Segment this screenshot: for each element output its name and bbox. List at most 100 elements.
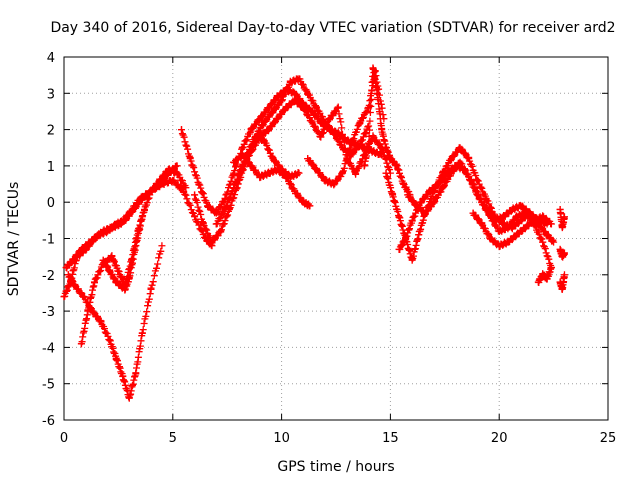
data-point	[325, 115, 333, 123]
data-point	[212, 220, 220, 228]
data-point	[182, 184, 190, 192]
data-point	[389, 191, 397, 199]
data-point	[112, 354, 120, 362]
data-point	[330, 180, 338, 188]
data-point	[404, 191, 412, 199]
data-point	[543, 274, 551, 282]
data-point	[415, 231, 423, 239]
y-tick-label: -4	[42, 341, 55, 356]
series-trace	[212, 97, 393, 228]
axis-ticks: 0 5 10 15 20 25 -6 -5 -4 -3 -2 -1 0 1 2 3 4	[42, 51, 616, 446]
data-point	[77, 245, 85, 253]
data-point	[273, 93, 281, 101]
data-point	[269, 107, 277, 115]
data-point	[291, 89, 299, 97]
data-point	[84, 307, 92, 315]
data-point	[482, 205, 490, 213]
data-point	[521, 224, 529, 232]
data-point	[71, 282, 79, 290]
data-point	[539, 271, 547, 279]
data-series	[60, 64, 568, 402]
data-point	[208, 238, 216, 246]
data-point	[312, 166, 320, 174]
data-point	[60, 293, 68, 301]
x-tick-label: 15	[382, 431, 399, 446]
data-point	[347, 140, 355, 148]
data-point	[278, 166, 286, 174]
data-point	[191, 191, 199, 199]
data-point	[147, 187, 155, 195]
data-point	[369, 147, 377, 155]
data-point	[312, 104, 320, 112]
data-point	[278, 97, 286, 105]
data-point	[299, 104, 307, 112]
y-tick-label: -3	[42, 305, 55, 320]
data-point	[382, 169, 390, 177]
data-point	[558, 253, 566, 261]
data-point	[86, 238, 94, 246]
data-point	[62, 264, 70, 272]
series-trace	[382, 144, 550, 263]
data-point	[195, 180, 203, 188]
data-point	[173, 169, 181, 177]
data-point	[299, 198, 307, 206]
data-point	[556, 245, 564, 253]
data-point	[508, 205, 516, 213]
data-point	[352, 169, 360, 177]
data-point	[282, 104, 290, 112]
data-point	[260, 136, 268, 144]
data-point	[247, 162, 255, 170]
data-point	[473, 191, 481, 199]
data-point	[500, 213, 508, 221]
data-point	[69, 256, 77, 264]
data-point	[112, 220, 120, 228]
y-tick-label: 0	[47, 196, 55, 211]
data-point	[408, 256, 416, 264]
data-point	[104, 227, 112, 235]
data-point	[456, 144, 464, 152]
data-point	[304, 155, 312, 163]
data-point	[430, 198, 438, 206]
series-track-8	[212, 97, 394, 228]
data-point	[456, 158, 464, 166]
data-point	[447, 155, 455, 163]
data-point	[558, 285, 566, 293]
series-track-16	[469, 209, 555, 251]
data-point	[156, 176, 164, 184]
data-point	[356, 140, 364, 148]
y-tick-label: -6	[42, 414, 55, 429]
series-track-19	[556, 245, 568, 261]
y-tick-label: 4	[47, 51, 55, 66]
data-point	[547, 220, 555, 228]
data-point	[526, 209, 534, 217]
data-point	[295, 169, 303, 177]
data-point	[465, 155, 473, 163]
data-point	[121, 216, 129, 224]
data-point	[158, 242, 166, 250]
data-point	[256, 173, 264, 181]
data-point	[330, 129, 338, 137]
data-point	[421, 209, 429, 217]
data-point	[221, 205, 229, 213]
series-track-10	[234, 132, 303, 184]
y-tick-label: -2	[42, 269, 55, 284]
data-point	[426, 187, 434, 195]
data-point	[469, 209, 477, 217]
x-axis-label: GPS time / hours	[277, 459, 394, 475]
x-tick-label: 20	[491, 431, 508, 446]
data-point	[256, 115, 264, 123]
y-tick-label: 3	[47, 87, 55, 102]
data-point	[138, 213, 146, 221]
data-point	[399, 180, 407, 188]
data-point	[495, 227, 503, 235]
series-track-17	[534, 264, 555, 286]
data-point	[513, 231, 521, 239]
data-point	[382, 144, 390, 152]
data-point	[486, 235, 494, 242]
data-point	[173, 162, 181, 170]
data-point	[504, 238, 512, 246]
data-point	[230, 184, 238, 192]
x-tick-label: 10	[273, 431, 290, 446]
data-point	[434, 180, 442, 188]
data-point	[504, 224, 512, 232]
